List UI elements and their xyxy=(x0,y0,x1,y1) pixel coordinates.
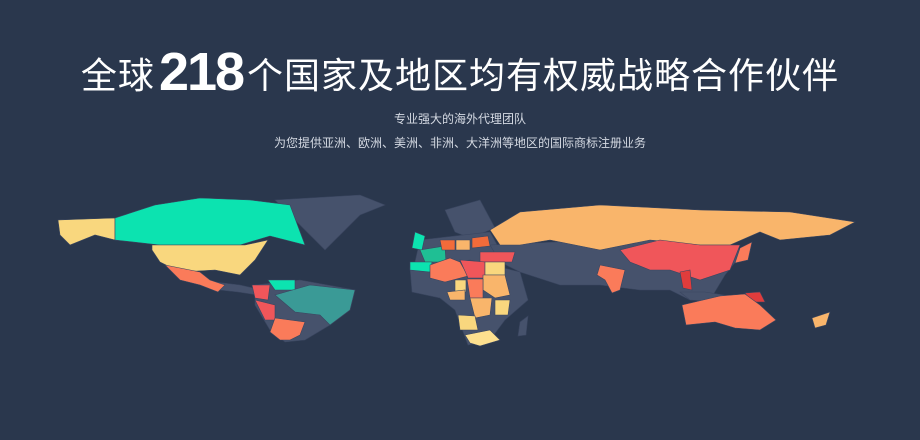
turkey[interactable] xyxy=(479,251,516,263)
subtitle-services: 为您提供亚洲、欧洲、美洲、非洲、大洋洲等地区的国际商标注册业务 xyxy=(273,136,646,150)
spain[interactable] xyxy=(409,261,433,273)
chad[interactable] xyxy=(466,278,484,299)
mexico[interactable] xyxy=(164,264,226,293)
australia[interactable] xyxy=(681,293,777,331)
argentina-chile[interactable] xyxy=(269,317,306,341)
dr-congo[interactable] xyxy=(469,297,493,319)
china[interactable] xyxy=(619,239,741,281)
egypt[interactable] xyxy=(484,261,506,276)
thailand[interactable] xyxy=(679,269,693,291)
niger[interactable] xyxy=(454,279,467,293)
japan[interactable] xyxy=(734,241,753,264)
subtitle-team: 专业强大的海外代理团队 xyxy=(393,112,526,126)
new-zealand[interactable] xyxy=(811,311,831,329)
country-count: 218 xyxy=(158,42,245,102)
colombia[interactable] xyxy=(251,284,271,301)
headline-suffix: 个国家及地区均有权威战略合作伙伴 xyxy=(247,56,840,97)
south-africa[interactable] xyxy=(464,329,501,347)
nigeria[interactable] xyxy=(446,289,466,301)
greenland[interactable] xyxy=(274,194,386,251)
usa[interactable] xyxy=(151,239,269,276)
germany[interactable] xyxy=(439,239,456,251)
brazil[interactable] xyxy=(274,284,356,326)
poland[interactable] xyxy=(455,239,471,251)
tanzania[interactable] xyxy=(494,299,511,316)
russia[interactable] xyxy=(489,204,856,251)
page-headline: 全球218 个国家及地区均有权威战略合作伙伴 xyxy=(0,44,920,105)
angola[interactable] xyxy=(457,314,479,331)
india[interactable] xyxy=(596,264,626,294)
canada[interactable] xyxy=(114,197,306,246)
madagascar[interactable] xyxy=(517,315,529,337)
ukraine[interactable] xyxy=(471,235,491,249)
alaska[interactable] xyxy=(57,217,116,246)
headline-prefix: 全球 xyxy=(80,56,155,97)
